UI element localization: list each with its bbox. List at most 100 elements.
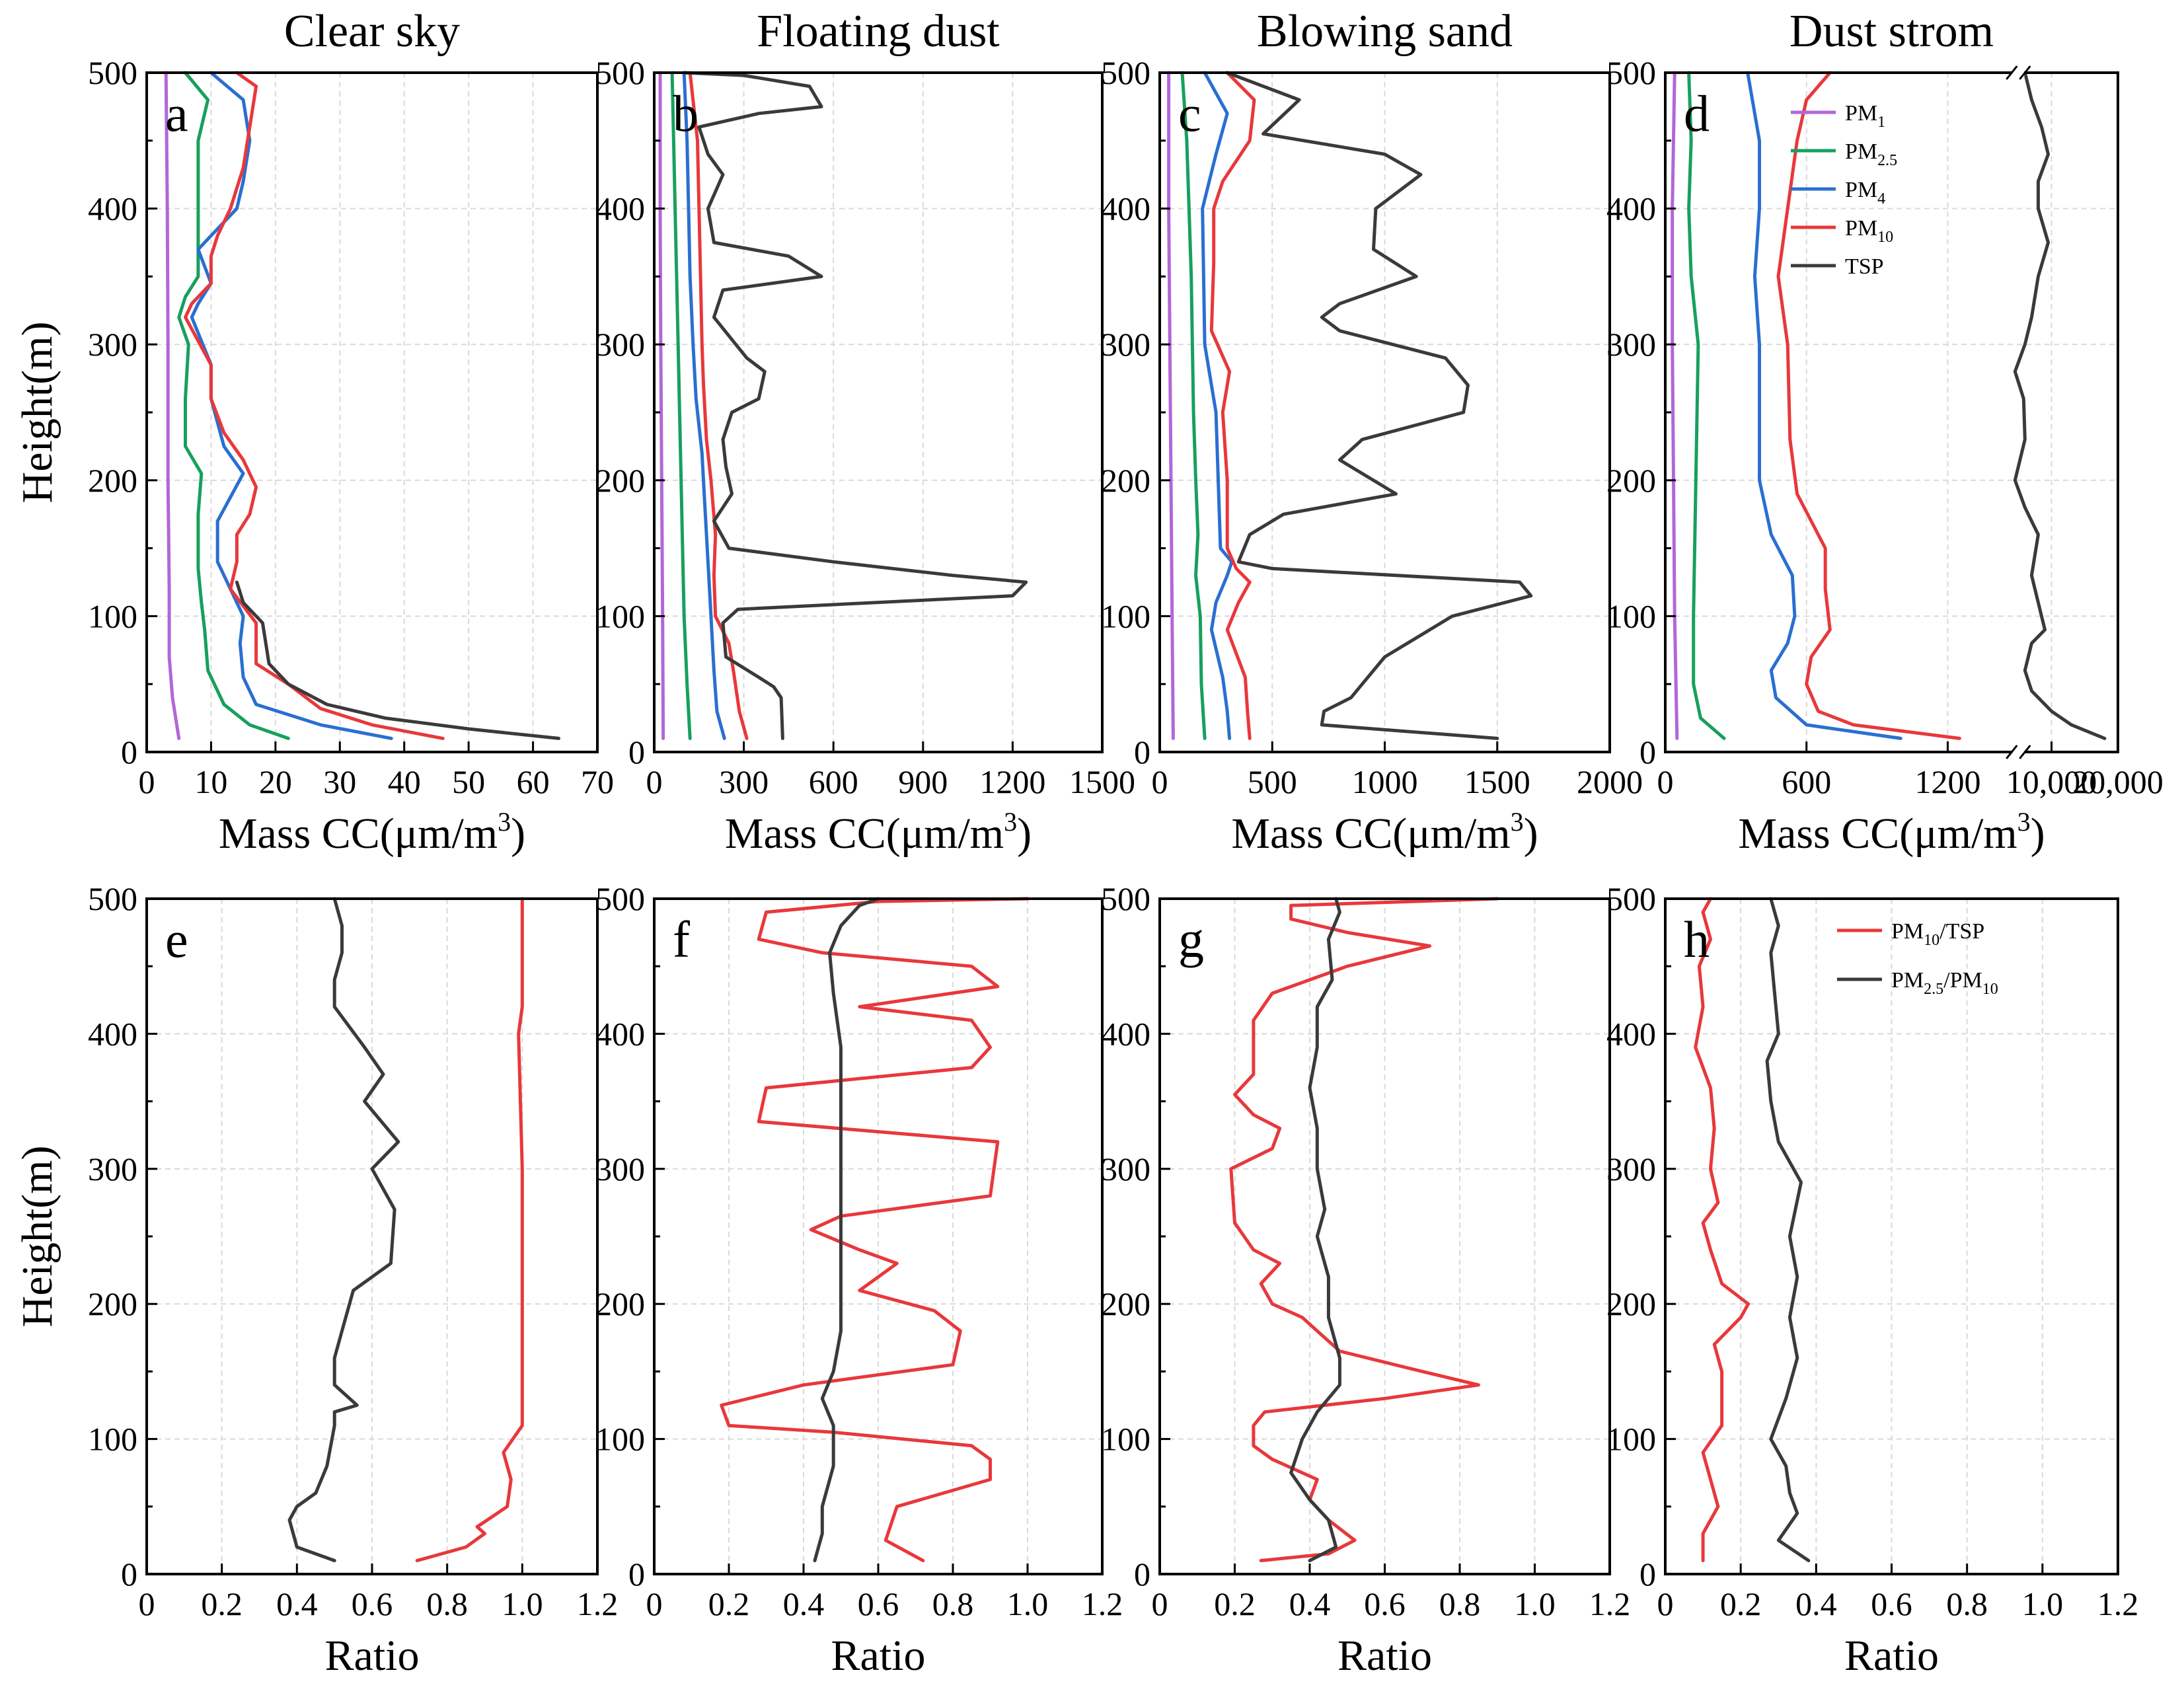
x-tick-label: 1500 xyxy=(1464,763,1530,800)
y-tick-label: 200 xyxy=(1101,1285,1150,1322)
x-axis-label: Mass CC(μm/m3) xyxy=(219,807,525,858)
x-axis-label: Ratio xyxy=(831,1632,926,1680)
y-tick-label: 200 xyxy=(1606,462,1656,499)
x-tick-label: 1200 xyxy=(1914,763,1980,800)
series-line-pm10-tsp xyxy=(415,897,524,1563)
y-tick-label: 400 xyxy=(595,1015,645,1052)
grid xyxy=(146,898,598,1575)
legend-label-sub: 10 xyxy=(1877,229,1893,246)
x-tick-label: 600 xyxy=(1782,763,1831,800)
x-tick-label: 60 xyxy=(517,763,550,800)
y-tick-label: 100 xyxy=(1101,1421,1150,1458)
panel-title: Blowing sand xyxy=(1257,6,1513,57)
legend-label: PM2.5/PM10 xyxy=(1891,968,1998,998)
x-axis-label-end: ) xyxy=(1524,810,1538,858)
x-axis-label-end: ) xyxy=(2031,810,2045,858)
grid xyxy=(1159,898,1610,1575)
panel-c: 0 100 200 300 400 500 0 500 1000 1500 2000 c Blowing… xyxy=(1101,6,1643,858)
ticks: 0 100 200 300 400 500 0 0.2 0.4 0.6 0.8 1.0 1.2 xyxy=(595,880,1123,1622)
legend-label-sub: 10 xyxy=(1982,981,1998,998)
ticks: 0 100 200 300 400 500 0 0.2 0.4 0.6 0.8 1.0 1.2 xyxy=(1101,880,1630,1622)
y-tick-label: 300 xyxy=(88,326,137,363)
x-axis-label-end: ) xyxy=(511,810,525,858)
y-tick-label: 400 xyxy=(595,190,645,227)
x-tick-label: 0.2 xyxy=(1720,1585,1762,1622)
series-line-pm1 xyxy=(1671,71,1679,740)
x-tick-label: 1.2 xyxy=(577,1585,619,1622)
x-axis-label-end: ) xyxy=(1017,810,1032,858)
legend-label-sub: 2.5 xyxy=(1924,981,1943,998)
x-tick-label: 0.6 xyxy=(1364,1585,1406,1622)
x-tick-label: 600 xyxy=(809,763,858,800)
y-tick-label: 500 xyxy=(595,54,645,91)
series-line-pm10 xyxy=(184,71,445,740)
x-axis-label-main: Mass CC(μm/m xyxy=(219,810,498,858)
y-tick-label: 0 xyxy=(628,1556,645,1593)
y-tick-label: 400 xyxy=(88,1015,137,1052)
x-tick-label: 0.2 xyxy=(201,1585,243,1622)
y-tick-label: 100 xyxy=(1606,597,1656,634)
x-tick-label: 20,000 xyxy=(2072,763,2164,800)
x-tick-label: 2000 xyxy=(1577,763,1643,800)
series-line-tsp xyxy=(235,580,560,740)
legend-label: PM2.5 xyxy=(1845,139,1897,169)
x-tick-label: 10,000 xyxy=(2006,763,2097,800)
panel-a: 0 100 200 300 400 500 0 10 20 30 40 50 60 70 a Clear sk… xyxy=(13,6,614,858)
x-tick-label: 0.2 xyxy=(1214,1585,1256,1622)
x-tick-label: 1.0 xyxy=(2022,1585,2064,1622)
x-tick-label: 1.2 xyxy=(2097,1585,2139,1622)
legend-label-base: TSP xyxy=(1845,254,1884,279)
x-tick-label: 70 xyxy=(581,763,614,800)
y-tick-label: 0 xyxy=(121,734,137,771)
y-tick-label: 200 xyxy=(1606,1285,1656,1322)
legend-label-base: PM xyxy=(1845,216,1877,241)
x-tick-label: 900 xyxy=(898,763,948,800)
x-tick-label: 0 xyxy=(1152,763,1168,800)
series-line-pm10-tsp xyxy=(720,897,1030,1563)
legend-label: PM10 xyxy=(1845,216,1893,246)
legend-label-base: PM xyxy=(1845,101,1877,126)
y-tick-label: 400 xyxy=(1606,190,1656,227)
x-axis-label-sup: 3 xyxy=(498,807,511,837)
panel-letter: g xyxy=(1178,911,1204,968)
x-tick-label: 1500 xyxy=(1069,763,1135,800)
y-tick-label: 200 xyxy=(595,462,645,499)
series-line-pm2-5 xyxy=(670,71,692,740)
series-line-pm2-5 xyxy=(177,71,290,740)
ticks: 0 100 200 300 400 500 0 0.2 0.4 0.6 0.8 1.0 1.2 xyxy=(88,880,618,1622)
legend-label: PM1 xyxy=(1845,101,1885,131)
x-tick-label: 300 xyxy=(719,763,769,800)
y-tick-label: 0 xyxy=(1639,1556,1656,1593)
panel-title: Dust strom xyxy=(1789,6,1994,57)
panel-letter: d xyxy=(1684,85,1710,142)
x-tick-label: 0.8 xyxy=(932,1585,974,1622)
x-tick-label: 0 xyxy=(1657,1585,1674,1622)
legend-label-pre: PM xyxy=(1891,968,1924,993)
legend-label-sub: 2.5 xyxy=(1877,152,1897,169)
x-tick-label: 0.4 xyxy=(1795,1585,1837,1622)
x-tick-label: 1.0 xyxy=(1514,1585,1556,1622)
y-tick-label: 300 xyxy=(1101,326,1150,363)
panel-b: 0 100 200 300 400 500 0 300 600 900 1200 1500 b Float… xyxy=(595,6,1135,858)
y-tick-label: 400 xyxy=(1101,1015,1150,1052)
x-tick-label: 1000 xyxy=(1352,763,1418,800)
series-line-tsp xyxy=(1225,71,1533,740)
x-tick-label: 50 xyxy=(452,763,485,800)
panel-letter: e xyxy=(165,911,188,968)
x-tick-label: 1.2 xyxy=(1082,1585,1123,1622)
x-axis-label-sup: 3 xyxy=(2017,807,2031,837)
panel-letter: c xyxy=(1178,85,1201,142)
y-tick-label: 300 xyxy=(88,1150,137,1187)
x-tick-label: 0.4 xyxy=(1289,1585,1331,1622)
y-tick-label: 300 xyxy=(595,1150,645,1187)
y-axis-label: Height(m) xyxy=(13,322,61,504)
x-axis-label-main: Mass CC(μm/m xyxy=(1738,810,2017,858)
y-axis-label: Height(m) xyxy=(13,1146,61,1328)
x-tick-label: 0 xyxy=(646,763,663,800)
y-tick-label: 200 xyxy=(1101,462,1150,499)
series-line-pm1 xyxy=(1167,71,1175,740)
series-line-pm2-5-pm10 xyxy=(813,897,880,1563)
series-line-pm4 xyxy=(190,71,393,740)
y-tick-label: 300 xyxy=(1606,1150,1656,1187)
x-tick-label: 1200 xyxy=(979,763,1045,800)
